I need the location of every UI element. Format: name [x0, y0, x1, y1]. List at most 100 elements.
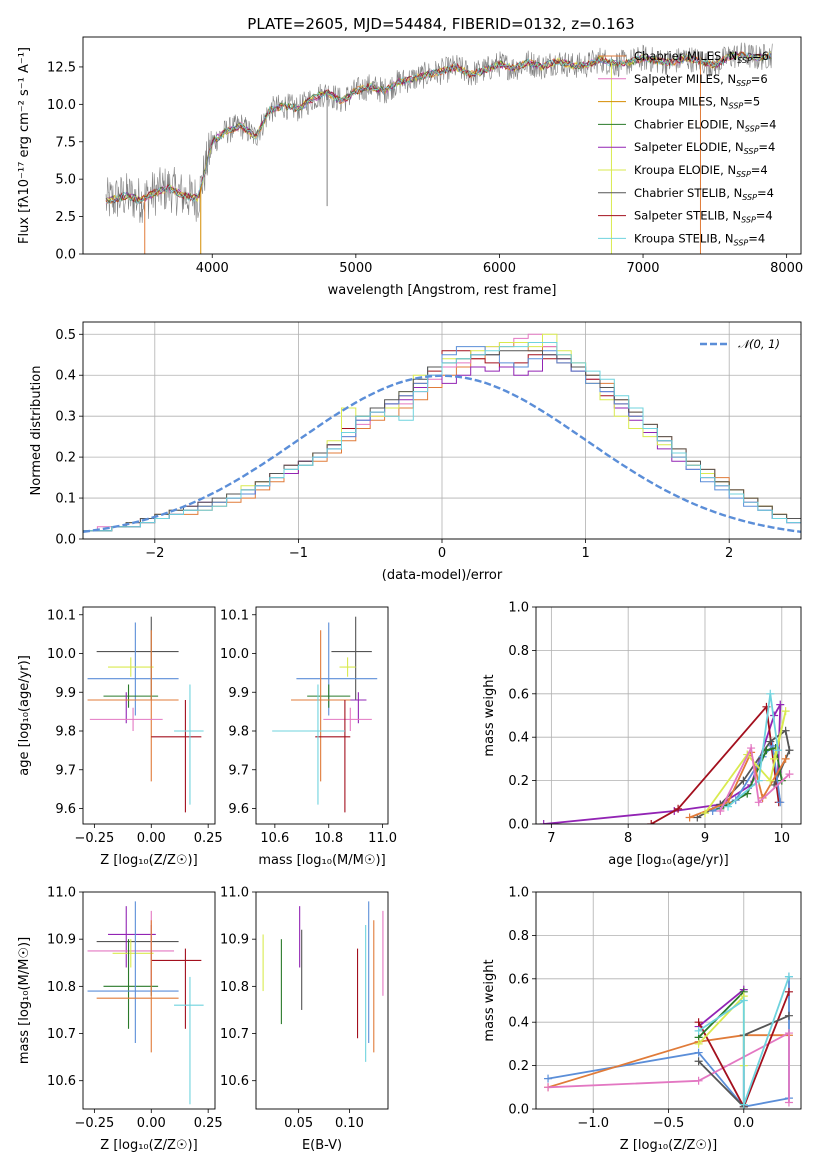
legend-label-text: Chabrier ELODIE, N	[634, 117, 745, 131]
x-tick-label: −0.25	[74, 1116, 114, 1131]
histogram-step-line	[83, 346, 801, 539]
legend-label-text: Chabrier STELIB, N	[634, 186, 742, 200]
mass-weight-marker	[762, 746, 771, 755]
mass-weight-marker	[694, 1018, 703, 1027]
y-tick-label: 0.3	[55, 410, 76, 425]
x-axis-label: wavelength [Angstrom, rest frame]	[328, 283, 557, 298]
legend-label-suffix: =4	[748, 231, 765, 245]
x-tick-label: 8000	[770, 261, 803, 276]
y-tick-label: 0.0	[508, 818, 529, 833]
mass-weight-marker	[694, 1039, 703, 1048]
errorbar-point	[112, 692, 156, 724]
mass-weight-line	[547, 1034, 789, 1089]
x-tick-label: 8	[624, 831, 632, 846]
legend-label-subscript: SSP	[741, 216, 756, 225]
mass-weight-marker	[539, 820, 548, 824]
y-tick-label: 7.5	[55, 135, 76, 150]
mass-weight-marker	[766, 689, 775, 698]
x-tick-label: 2	[725, 546, 733, 561]
mass-weight-marker	[694, 1026, 703, 1035]
x-tick-label: −1.0	[577, 1116, 609, 1131]
mass-weight-marker	[685, 813, 694, 822]
errorbar-point	[87, 901, 179, 1043]
mass-weight-marker	[739, 996, 748, 1005]
mass-weight-marker	[776, 798, 785, 807]
errorbar-point	[96, 616, 179, 700]
mass-weight-line	[727, 693, 779, 808]
legend-label-text: Salpeter STELIB, N	[634, 209, 741, 223]
mass-weight-line	[719, 744, 791, 812]
x-tick-label: 10	[774, 831, 791, 846]
y-tick-label: 10.0	[47, 647, 76, 662]
normal-distribution-curve	[83, 374, 801, 533]
plot-area	[83, 333, 801, 539]
panel-mass-vs-EBV: 0.05 0.10 10.6 10.7 10.8 10.9 11.0 E(B-V)	[220, 886, 389, 1153]
mass-weight-marker	[724, 802, 733, 811]
errorbar-point	[96, 920, 179, 1053]
y-tick-label: 10.7	[47, 1027, 76, 1042]
x-tick-label: 4000	[196, 261, 229, 276]
legend-label-subscript: SSP	[745, 124, 760, 133]
figure-title: PLATE=2605, MJD=54484, FIBERID=0132, z=0…	[247, 15, 634, 33]
y-tick-label: 0.2	[508, 774, 529, 789]
errorbar-point	[339, 657, 356, 677]
legend-label-suffix: =6	[751, 72, 768, 86]
mass-weight-marker	[784, 987, 793, 996]
errorbar-point	[151, 700, 202, 813]
errorbar-point	[103, 684, 159, 708]
mass-weight-marker	[700, 809, 709, 818]
x-tick-label: 0.0	[733, 1116, 754, 1131]
y-tick-label: 0.8	[508, 929, 529, 944]
x-tick-label: 9	[701, 831, 709, 846]
legend-label-text: Salpeter MILES, N	[634, 72, 736, 86]
y-axis-label: age [log₁₀(age/yr)]	[17, 655, 32, 776]
mass-weight-marker	[694, 1048, 703, 1057]
errorbar-point	[103, 939, 159, 1029]
y-tick-label: 0.4	[55, 369, 76, 384]
legend-label: Salpeter MILES, NSSP=6	[634, 72, 768, 88]
mass-weight-line	[697, 991, 745, 1039]
axes-frame	[535, 891, 802, 1110]
y-axis-label: Flux [fλ10⁻¹⁷ erg cm⁻² s⁻¹ A⁻¹]	[17, 47, 32, 244]
mass-weight-marker	[716, 806, 725, 815]
y-tick-label: 10.0	[220, 647, 249, 662]
x-axis-label: Z [log₁₀(Z/Z☉)]	[620, 1138, 717, 1153]
plot-area	[544, 972, 793, 1109]
mass-weight-marker	[747, 744, 756, 753]
mass-weight-marker	[739, 1100, 748, 1109]
x-tick-label: −0.5	[653, 1116, 685, 1131]
errorbar-point	[331, 616, 372, 700]
legend-label: Kroupa MILES, NSSP=5	[634, 95, 760, 111]
mass-weight-marker	[773, 746, 782, 755]
y-tick-label: 0.8	[508, 644, 529, 659]
plot-area	[105, 42, 773, 254]
y-tick-label: 9.6	[55, 802, 76, 817]
axes-frame	[82, 321, 802, 540]
axes-frame	[255, 606, 389, 825]
x-tick-label: −2	[145, 546, 164, 561]
legend-label: Kroupa STELIB, NSSP=4	[634, 231, 765, 247]
y-tick-label: 0.2	[55, 451, 76, 466]
y-tick-label: 0.0	[508, 1103, 529, 1118]
x-tick-label: 10.8	[314, 831, 343, 846]
errorbar-point	[307, 684, 351, 708]
y-axis-label: Normed distribution	[29, 366, 44, 496]
axes-frame	[82, 606, 216, 825]
panel-residuals: −2 −1 0 1 2 0.0 0.1 0.2 0.3 0.4 0.5 (data-model)/er…	[29, 321, 802, 583]
y-tick-label: 1.0	[508, 886, 529, 901]
y-tick-label: 10.8	[220, 980, 249, 995]
panel-age-vs-Z: −0.25 0.00 0.25 9.6 9.7 9.8 9.9 10.0 10.1 Z [log₁…	[17, 606, 223, 868]
x-tick-label: 1	[581, 546, 589, 561]
y-tick-label: 10.9	[220, 933, 249, 948]
panel-mass-vs-Z: −0.25 0.00 0.25 10.6 10.7 10.8 10.9 11.0 Z [log₁…	[17, 886, 223, 1154]
normal-legend-label: 𝒩(0, 1)	[738, 337, 780, 351]
x-tick-label: −1	[289, 546, 308, 561]
mass-weight-marker	[784, 1029, 793, 1038]
y-tick-label: 0.0	[55, 533, 76, 548]
x-tick-label: −0.25	[74, 831, 114, 846]
y-tick-label: 0.5	[55, 328, 76, 343]
y-axis-label: mass [log₁₀(M/M☉)]	[17, 937, 32, 1064]
x-tick-label: 6000	[483, 261, 516, 276]
y-tick-label: 10.1	[220, 608, 249, 623]
